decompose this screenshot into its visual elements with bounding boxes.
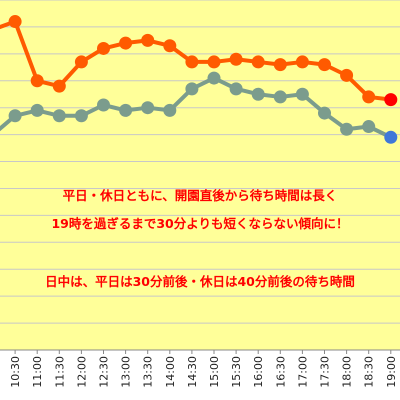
- annotation-line-2: 19時を過ぎるまで30分よりも短くならない傾向に！: [51, 216, 348, 231]
- series-1-point: [384, 93, 398, 107]
- series-1-point: [74, 55, 88, 69]
- series-layer: [0, 15, 398, 144]
- x-tick-label: 11:30: [53, 356, 66, 388]
- series-2-point: [8, 109, 22, 123]
- series-2-point: [384, 130, 398, 144]
- series-2-point: [318, 106, 331, 120]
- series-1-point: [295, 55, 309, 69]
- series-2-point: [185, 82, 199, 96]
- series-1-point: [318, 58, 331, 72]
- x-tick-label: 11:00: [31, 356, 44, 388]
- series-1-point: [207, 55, 221, 69]
- x-tick-label: 16:30: [274, 356, 287, 388]
- x-tick-label: 10:30: [9, 356, 22, 388]
- x-tick-label: 15:30: [230, 356, 243, 388]
- series-2-point: [229, 82, 243, 96]
- series-1-point: [97, 41, 110, 55]
- x-tick-label: 17:00: [296, 356, 309, 388]
- series-1-point: [119, 36, 133, 50]
- series-1-point: [362, 90, 376, 104]
- series-1-point: [251, 55, 265, 69]
- series-1-point: [273, 58, 287, 72]
- x-tick-label: 14:30: [186, 356, 199, 388]
- x-tick-label: 18:00: [341, 356, 354, 388]
- series-1-point: [8, 15, 22, 29]
- x-tick-label: 12:00: [75, 356, 88, 388]
- gridlines: [0, 0, 400, 351]
- series-2-point: [295, 87, 309, 101]
- x-tick-label: 19:00: [385, 356, 398, 388]
- x-tick-label: 14:00: [164, 356, 177, 388]
- series-1-point: [141, 33, 155, 47]
- series-1-point: [340, 68, 354, 82]
- series-1-point: [185, 55, 199, 69]
- series-2-point: [163, 103, 177, 117]
- series-2-point: [273, 90, 287, 104]
- x-tick-label: 13:30: [142, 356, 155, 388]
- series-2-point: [74, 109, 88, 123]
- series-1-point: [30, 74, 44, 88]
- series-1-point: [163, 39, 177, 53]
- x-axis-tick-labels: 10:0010:3011:0011:3012:0012:3013:0013:30…: [9, 350, 398, 388]
- series-2-point: [340, 122, 354, 136]
- series-2-point: [251, 87, 265, 101]
- series-1-point: [229, 52, 243, 66]
- series-2-point: [119, 103, 133, 117]
- plot-area: [0, 0, 400, 350]
- series-2-point: [141, 101, 155, 115]
- series-2-point: [362, 120, 376, 134]
- series-2-point: [97, 98, 110, 112]
- x-tick-label: 13:00: [120, 356, 133, 388]
- series-1-point: [52, 79, 66, 93]
- series-2-point: [30, 103, 44, 117]
- annotation-line-1: 平日・休日ともに、開園直後から待ち時間は長く: [63, 188, 338, 203]
- x-tick-label: 17:30: [319, 356, 332, 388]
- x-tick-label: 18:30: [363, 356, 376, 388]
- annotation-line-3: 日中は、平日は30分前後・休日は40分前後の待ち時間: [45, 274, 355, 289]
- x-tick-label: 16:00: [252, 356, 265, 388]
- x-tick-label: 12:30: [98, 356, 111, 388]
- series-2-point: [207, 71, 221, 85]
- series-2-point: [52, 109, 66, 123]
- x-tick-label: 15:00: [208, 356, 221, 388]
